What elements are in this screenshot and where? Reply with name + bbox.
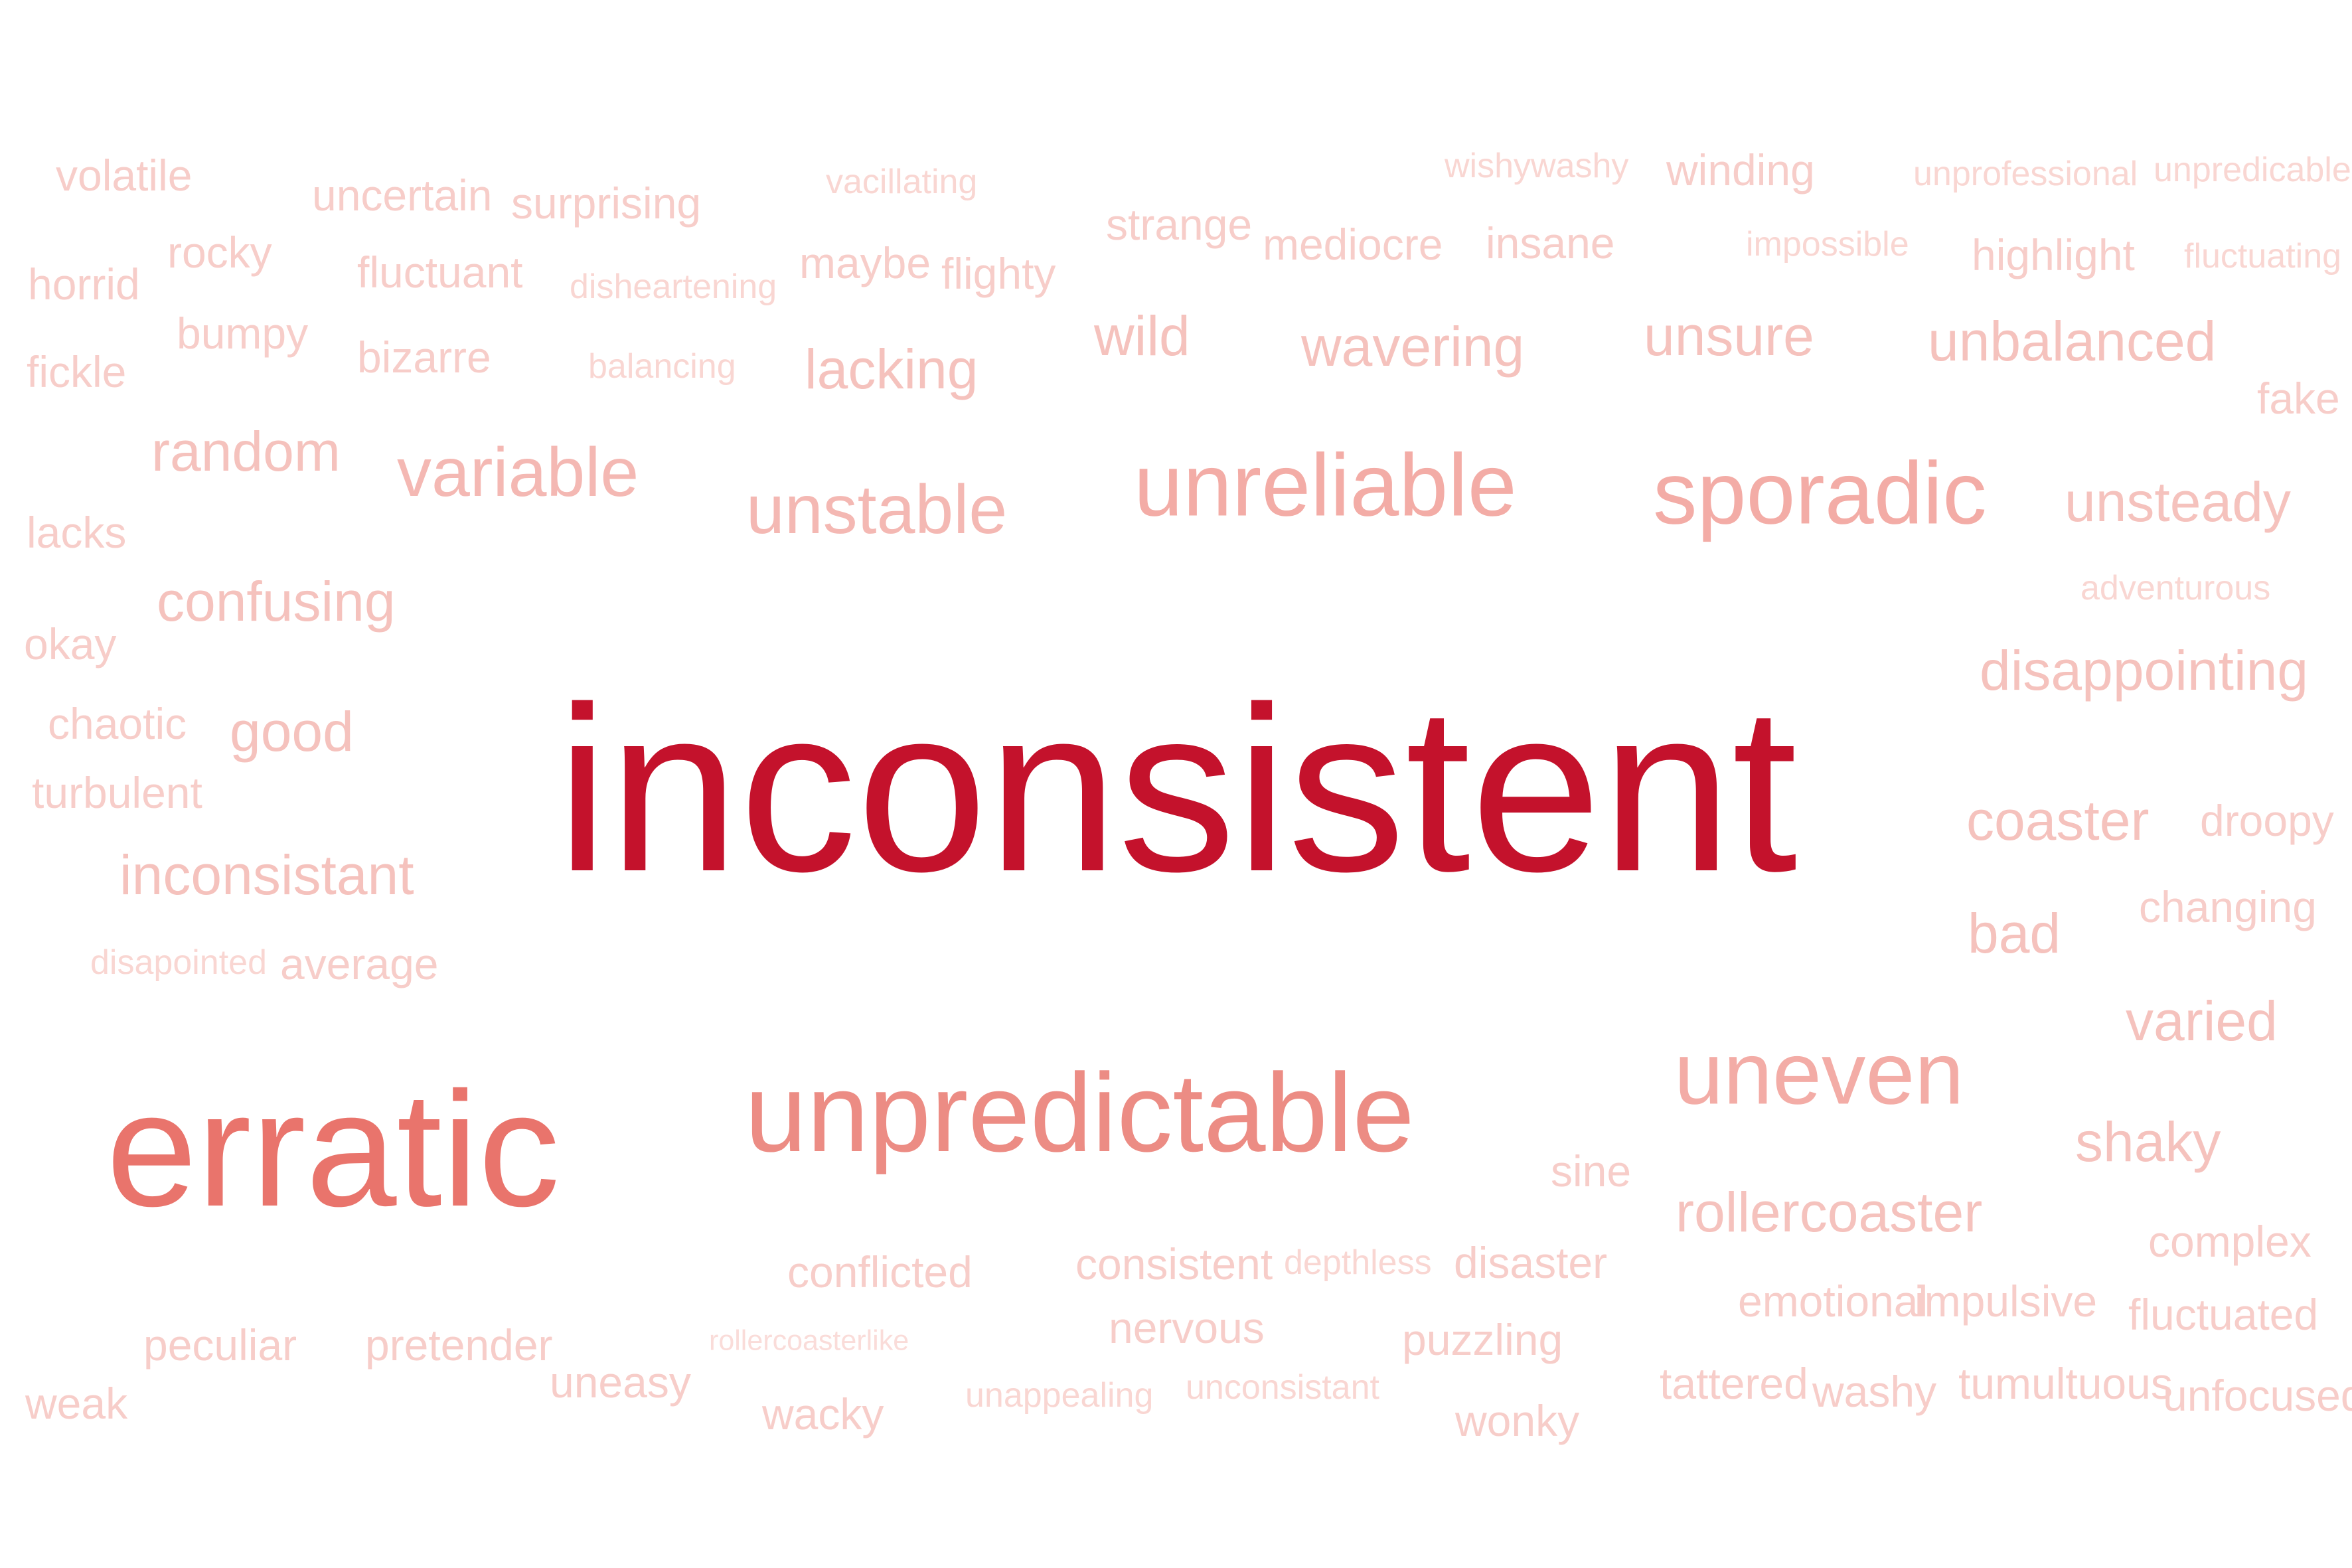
word: confusing [157, 570, 396, 633]
word: unbalanced [1928, 310, 2217, 372]
word: complex [2148, 1217, 2312, 1266]
word: unreliable [1134, 436, 1517, 535]
word: conflicted [787, 1247, 973, 1296]
word: peculiar [143, 1320, 297, 1370]
word: wonky [1455, 1396, 1580, 1445]
word: highlight [1972, 230, 2135, 279]
word: okay [24, 619, 117, 668]
word: surprising [511, 179, 702, 228]
word: fickle [27, 347, 127, 396]
word: coaster [1966, 789, 2150, 852]
word: unappealing [965, 1376, 1154, 1415]
word: sine [1551, 1146, 1632, 1196]
word: inconsistant [119, 844, 414, 906]
word: variable [397, 434, 639, 511]
word: adventurous [2080, 569, 2271, 607]
word: unprofessional [1913, 155, 2138, 193]
word: washy [1812, 1367, 1937, 1416]
word: strange [1106, 200, 1253, 249]
word: rocky [167, 228, 272, 277]
word: rollercoaster [1676, 1181, 1983, 1243]
word: tumultuous [1958, 1359, 2173, 1408]
word: unstable [746, 471, 1008, 548]
word: maybe [799, 238, 931, 287]
word: tattered [1660, 1359, 1808, 1408]
word: uneasy [550, 1358, 691, 1407]
word: erratic [106, 1058, 560, 1241]
word: rollercoasterlike [709, 1324, 909, 1357]
word: good [230, 700, 354, 763]
word: horrid [28, 260, 140, 309]
word: winding [1666, 145, 1815, 195]
word: droopy [2200, 796, 2334, 845]
word: lacking [805, 338, 979, 400]
word: inconsistent [556, 659, 1798, 921]
word: wavering [1301, 315, 1525, 378]
word: insane [1486, 218, 1615, 268]
word: uneven [1674, 1024, 1964, 1123]
word: nervous [1109, 1303, 1265, 1352]
word: pretender [365, 1320, 553, 1370]
word: mediocre [1263, 220, 1443, 269]
word: balancing [588, 347, 736, 386]
word: fluctuant [357, 248, 523, 297]
word: depthless [1284, 1243, 1432, 1282]
word: unconsistant [1186, 1368, 1379, 1407]
word: turbulent [32, 768, 202, 817]
word: emotional [1738, 1277, 1928, 1326]
word: bizarre [357, 333, 491, 382]
word: disapointed [90, 943, 267, 982]
word: unpredictable [745, 1050, 1415, 1175]
word: wild [1094, 305, 1190, 367]
word: changing [2139, 882, 2317, 931]
word: uncertain [312, 171, 493, 220]
word: sporadic [1653, 444, 1987, 543]
word: unpredicable [2154, 151, 2351, 189]
word: wishywashy [1445, 147, 1629, 185]
word: consistent [1075, 1239, 1273, 1289]
word: impossible [1746, 225, 1909, 264]
word: average [280, 939, 439, 988]
word: unsure [1644, 305, 1814, 367]
word: impulsive [1915, 1277, 2098, 1326]
word: disaster [1454, 1238, 1608, 1287]
word: disappointing [1980, 639, 2309, 702]
word: fluctuating [2184, 237, 2342, 275]
word: bumpy [177, 309, 309, 358]
word: volatile [56, 151, 193, 200]
word: unsteady [2065, 471, 2291, 533]
word: weak [25, 1379, 128, 1428]
word: unfocused [2163, 1371, 2352, 1420]
word: random [151, 420, 341, 483]
word: lacks [27, 508, 127, 557]
word: chaotic [48, 699, 187, 748]
word: puzzling [1402, 1315, 1563, 1364]
word: disheartening [570, 268, 777, 306]
word: vacillating [826, 163, 978, 201]
word: bad [1968, 902, 2061, 965]
word: flighty [941, 249, 1056, 298]
word: shaky [2075, 1111, 2221, 1173]
word: fake [2257, 374, 2340, 423]
word: fluctuated [2128, 1290, 2319, 1339]
word: wacky [762, 1389, 884, 1439]
word: varied [2126, 990, 2278, 1052]
